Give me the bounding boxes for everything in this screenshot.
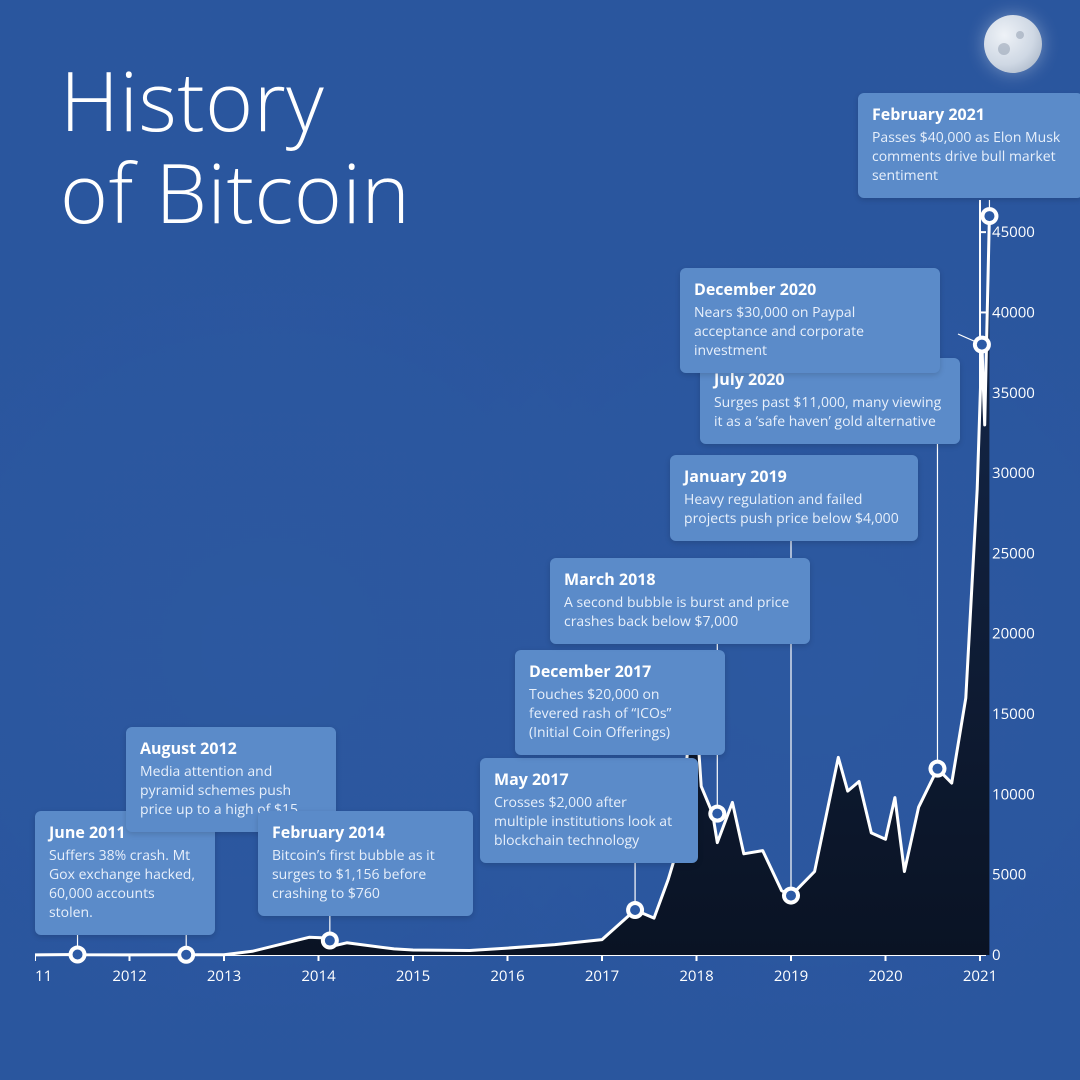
moon-icon: [984, 15, 1042, 73]
x-tick-label: 2020: [868, 966, 902, 986]
x-tick-label: 2016: [490, 966, 524, 986]
callout-desc: Surges past $11,000, many viewing it as …: [714, 394, 946, 432]
callout-date: March 2018: [564, 568, 796, 590]
callout-date: February 2014: [272, 821, 459, 843]
callout-date: January 2019: [684, 465, 904, 487]
x-tick-label: 2012: [112, 966, 146, 986]
y-tick-label: 10000: [992, 784, 1035, 804]
x-tick-label: 2021: [963, 966, 997, 986]
event-callout: May 2017 Crosses $2,000 after multiple in…: [480, 758, 698, 863]
event-callout: December 2020 Nears $30,000 on Paypal acc…: [680, 268, 940, 373]
y-tick-label: 0: [992, 945, 1001, 965]
callout-desc: A second bubble is burst and price crash…: [564, 594, 796, 632]
event-callout: January 2019 Heavy regulation and failed …: [670, 455, 918, 541]
callout-desc: Passes $40,000 as Elon Musk comments dri…: [872, 129, 1069, 186]
y-tick-label: 40000: [992, 302, 1035, 322]
x-tick-label: 2017: [585, 966, 619, 986]
x-tick-label: 2015: [396, 966, 430, 986]
event-callout: February 2021 Passes $40,000 as Elon Musk…: [858, 93, 1080, 198]
y-tick-label: 20000: [992, 624, 1035, 644]
y-tick-label: 45000: [992, 222, 1035, 242]
callout-date: August 2012: [140, 737, 322, 759]
callout-date: May 2017: [494, 768, 684, 790]
callout-date: February 2021: [872, 103, 1069, 125]
y-tick-label: 25000: [992, 543, 1035, 563]
y-tick-label: 15000: [992, 704, 1035, 724]
callout-date: December 2020: [694, 278, 926, 300]
event-callout: February 2014 Bitcoin’s first bubble as i…: [258, 811, 473, 916]
callout-desc: Crosses $2,000 after multiple institutio…: [494, 794, 684, 851]
x-tick-label: 2011: [35, 966, 52, 986]
callout-date: December 2017: [529, 660, 711, 682]
callout-desc: Nears $30,000 on Paypal acceptance and c…: [694, 304, 926, 361]
callout-desc: Heavy regulation and failed projects pus…: [684, 491, 904, 529]
event-callout: March 2018 A second bubble is burst and p…: [550, 558, 810, 644]
callout-desc: Touches $20,000 on fevered rash of “ICOs…: [529, 686, 711, 743]
x-tick-label: 2014: [301, 966, 336, 986]
callout-desc: Suffers 38% crash. Mt Gox exchange hacke…: [49, 847, 201, 923]
y-tick-label: 35000: [992, 383, 1035, 403]
y-tick-label: 30000: [992, 463, 1035, 483]
x-tick-label: 2019: [774, 966, 808, 986]
callout-desc: Bitcoin’s first bubble as it surges to $…: [272, 847, 459, 904]
event-callout: December 2017 Touches $20,000 on fevered …: [515, 650, 725, 755]
x-tick-label: 2018: [679, 966, 713, 986]
bitcoin-history-chart: 0 5000 10000 15000 20000 25000 30000 35000 40000…: [35, 200, 1045, 1020]
y-tick-label: 5000: [992, 865, 1026, 885]
x-tick-label: 2013: [207, 966, 241, 986]
